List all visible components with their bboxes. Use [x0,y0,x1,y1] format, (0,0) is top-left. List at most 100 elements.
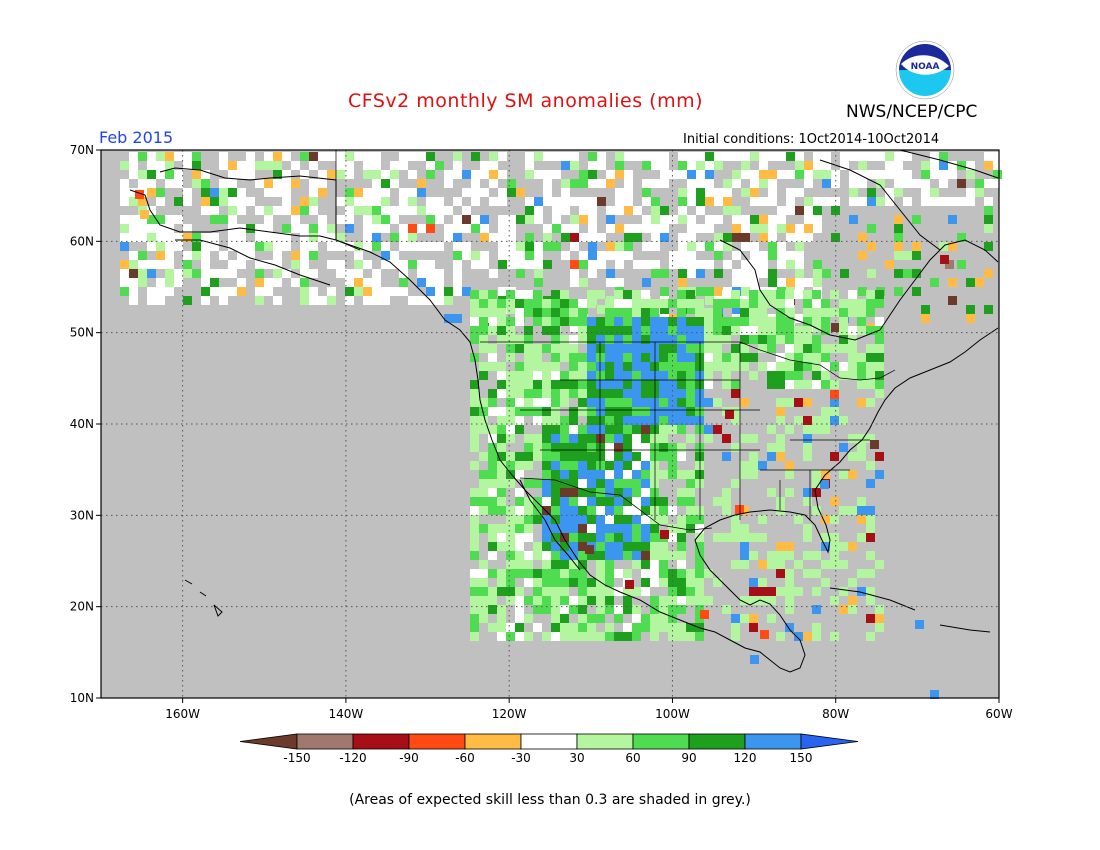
anomaly-cell [632,335,641,344]
anomaly-cell [516,260,525,269]
anomaly-cell [246,224,255,233]
colorbar-tick-label: -150 [283,751,310,765]
anomaly-cell [237,206,246,215]
anomaly-cell [687,161,696,170]
anomaly-cell [821,353,830,362]
anomaly-cell [812,353,821,362]
anomaly-cell [804,224,813,233]
anomaly-cell [776,398,785,407]
anomaly-cell [551,308,560,317]
noaa-logo: NOAA [895,40,955,100]
anomaly-cell [686,416,695,425]
anomaly-cell [831,233,840,242]
anomaly-cell [993,152,1002,161]
anomaly-cell [138,269,147,278]
anomaly-cell [830,398,839,407]
anomaly-cell [488,452,497,461]
anomaly-cell [569,353,578,362]
anomaly-cell [479,344,488,353]
anomaly-cell [875,290,884,299]
anomaly-cell [695,425,704,434]
anomaly-cell [930,161,939,170]
anomaly-cell [776,542,785,551]
anomaly-cell [740,326,749,335]
anomaly-cell [174,242,183,251]
anomaly-cell [515,299,524,308]
anomaly-cell [606,251,615,260]
anomaly-cell [777,278,786,287]
anomaly-cell [749,353,758,362]
anomaly-cell [641,515,650,524]
anomaly-cell [506,560,515,569]
anomaly-cell [488,587,497,596]
anomaly-cell [686,371,695,380]
anomaly-cell [623,317,632,326]
anomaly-cell [488,425,497,434]
anomaly-cell [156,170,165,179]
anomaly-cell [614,506,623,515]
anomaly-cell [587,506,596,515]
anomaly-cell [768,179,777,188]
anomaly-cell [867,188,876,197]
anomaly-cell [677,443,686,452]
anomaly-cell [686,497,695,506]
anomaly-cell [714,197,723,206]
anomaly-cell [578,515,587,524]
anomaly-cell [758,317,767,326]
anomaly-cell [524,551,533,560]
anomaly-cell [695,335,704,344]
anomaly-cell [237,251,246,260]
anomaly-cell [309,224,318,233]
anomaly-cell [578,506,587,515]
anomaly-cell [327,152,336,161]
anomaly-cell [623,452,632,461]
anomaly-cell [552,170,561,179]
anomaly-cell [650,425,659,434]
anomaly-cell [120,242,129,251]
anomaly-cell [201,188,210,197]
anomaly-cell [821,533,830,542]
anomaly-cell [623,299,632,308]
anomaly-cell [578,371,587,380]
anomaly-cell [857,362,866,371]
anomaly-cell [551,344,560,353]
anomaly-cell [560,380,569,389]
anomaly-cell [749,533,758,542]
anomaly-cell [551,326,560,335]
anomaly-cell [713,335,722,344]
anomaly-cell [597,197,606,206]
anomaly-cell [479,308,488,317]
anomaly-cell [488,605,497,614]
anomaly-cell [669,260,678,269]
anomaly-cell [776,407,785,416]
anomaly-cell [192,233,201,242]
anomaly-cell [795,161,804,170]
anomaly-cell [623,515,632,524]
anomaly-cell [120,188,129,197]
anomaly-cell [497,578,506,587]
anomaly-cell [372,278,381,287]
anomaly-cell [875,380,884,389]
anomaly-cell [488,407,497,416]
anomaly-cell [614,605,623,614]
anomaly-cell [870,440,879,449]
anomaly-cell [479,452,488,461]
anomaly-cell [578,497,587,506]
anomaly-cell [255,233,264,242]
anomaly-cell [300,278,309,287]
anomaly-cell [129,233,138,242]
anomaly-cell [614,443,623,452]
anomaly-cell [560,515,569,524]
anomaly-cell [569,542,578,551]
anomaly-cell [561,188,570,197]
anomaly-cell [138,278,147,287]
anomaly-cell [695,542,704,551]
anomaly-cell [569,497,578,506]
anomaly-cell [408,296,417,305]
anomaly-cell [587,425,596,434]
anomaly-cell [264,206,273,215]
anomaly-cell [740,461,749,470]
anomaly-cell [588,242,597,251]
anomaly-cell [677,623,686,632]
anomaly-cell [605,587,614,596]
